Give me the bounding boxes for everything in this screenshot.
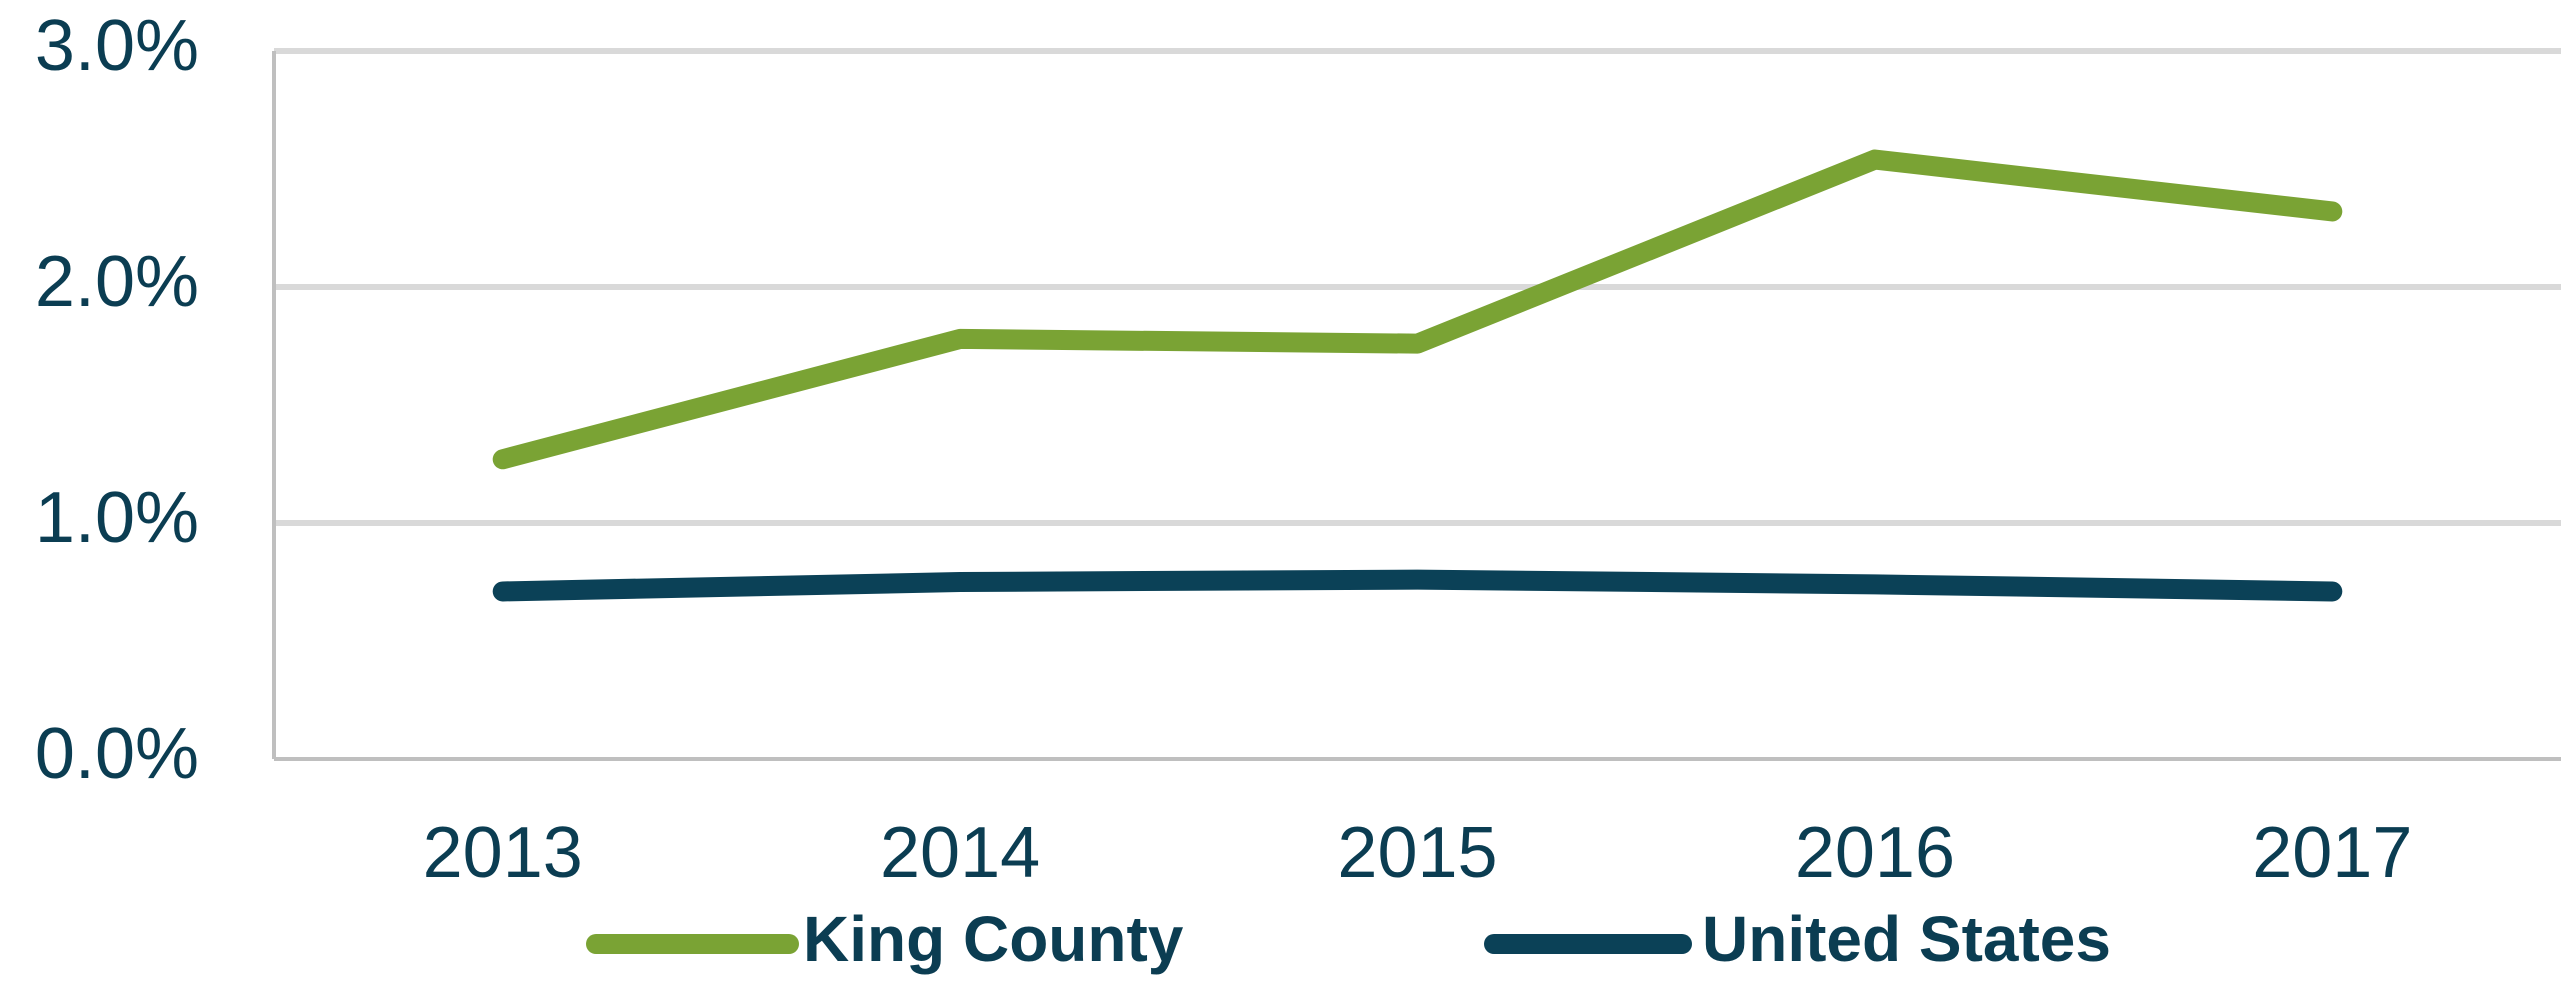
legend-label: King County xyxy=(803,903,1184,975)
series-line xyxy=(492,569,2343,602)
x-tick-label: 2015 xyxy=(1337,813,1497,893)
series-line xyxy=(492,149,2343,470)
y-tick-label: 0.0% xyxy=(35,714,199,794)
x-tick-label: 2016 xyxy=(1795,813,1955,893)
x-tick-label: 2017 xyxy=(2252,813,2412,893)
y-tick-label: 2.0% xyxy=(35,242,199,322)
x-tick-label: 2014 xyxy=(880,813,1040,893)
legend-label: United States xyxy=(1702,903,2111,975)
x-tick-label: 2013 xyxy=(423,813,583,893)
y-tick-label: 3.0% xyxy=(35,6,199,86)
y-tick-label: 1.0% xyxy=(35,478,199,558)
